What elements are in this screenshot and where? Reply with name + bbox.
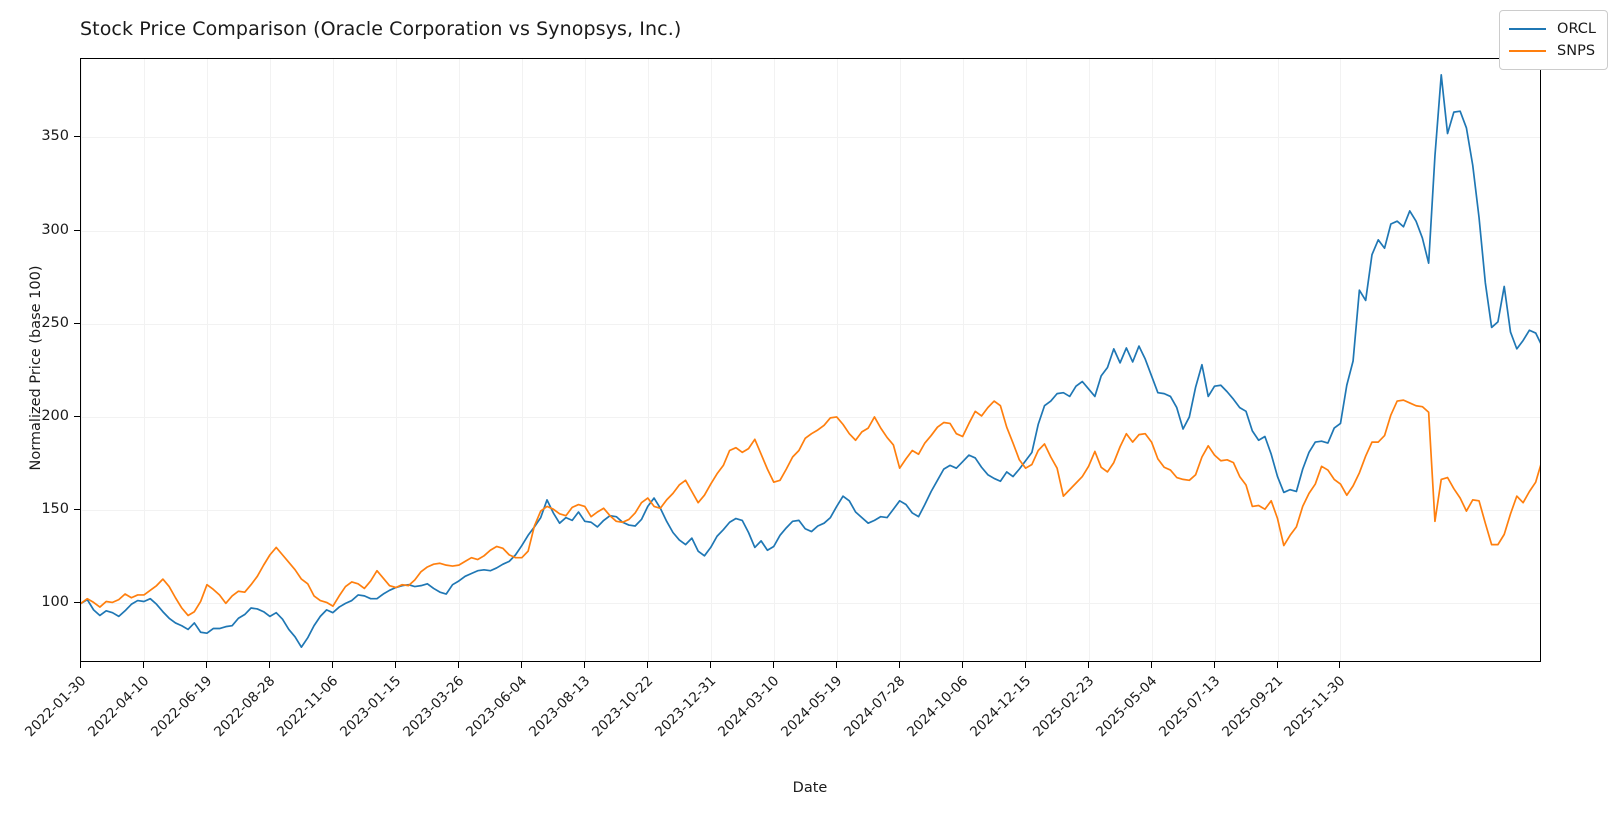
gridline-vertical-9 bbox=[647, 59, 649, 661]
plot-area bbox=[80, 58, 1541, 662]
gridline-horizontal-3 bbox=[81, 323, 1540, 325]
x-tick-mark-14 bbox=[961, 662, 963, 668]
legend: ORCL SNPS bbox=[1499, 10, 1608, 70]
x-tick-mark-2 bbox=[205, 662, 207, 668]
x-tick-mark-20 bbox=[1339, 662, 1341, 668]
x-tick-mark-10 bbox=[709, 662, 711, 668]
gridline-horizontal-5 bbox=[81, 137, 1540, 139]
x-tick-mark-9 bbox=[646, 662, 648, 668]
y-tick-label-350: 350 bbox=[41, 128, 69, 145]
y-tick-label-300: 300 bbox=[41, 221, 69, 238]
x-tick-mark-5 bbox=[394, 662, 396, 668]
gridline-horizontal-4 bbox=[81, 230, 1540, 232]
legend-swatch-snps bbox=[1509, 50, 1547, 52]
gridline-vertical-3 bbox=[269, 59, 271, 661]
gridline-vertical-13 bbox=[899, 59, 901, 661]
y-tick-mark-4 bbox=[74, 229, 80, 231]
legend-item-snps[interactable]: SNPS bbox=[1509, 40, 1596, 62]
y-axis-label: Normalized Price (base 100) bbox=[28, 265, 44, 471]
y-tick-mark-1 bbox=[74, 509, 80, 511]
legend-swatch-orcl bbox=[1509, 28, 1547, 30]
x-tick-mark-0 bbox=[80, 662, 81, 668]
x-tick-mark-4 bbox=[331, 662, 333, 668]
x-tick-mark-11 bbox=[772, 662, 774, 668]
gridline-vertical-19 bbox=[1277, 59, 1279, 661]
gridline-vertical-7 bbox=[521, 59, 523, 661]
x-tick-mark-19 bbox=[1276, 662, 1278, 668]
x-tick-mark-15 bbox=[1024, 662, 1026, 668]
y-tick-label-250: 250 bbox=[41, 314, 69, 331]
gridline-vertical-1 bbox=[143, 59, 145, 661]
gridline-vertical-14 bbox=[962, 59, 964, 661]
gridline-vertical-15 bbox=[1025, 59, 1027, 661]
x-axis-label: Date bbox=[792, 780, 828, 796]
gridline-horizontal-0 bbox=[81, 603, 1540, 605]
page-title: Stock Price Comparison (Oracle Corporati… bbox=[80, 18, 682, 40]
x-tick-mark-1 bbox=[142, 662, 144, 668]
gridline-vertical-16 bbox=[1088, 59, 1090, 661]
gridline-vertical-4 bbox=[332, 59, 334, 661]
gridline-vertical-10 bbox=[710, 59, 712, 661]
x-tick-mark-16 bbox=[1087, 662, 1089, 668]
y-tick-label-150: 150 bbox=[41, 501, 69, 518]
y-tick-mark-5 bbox=[74, 136, 80, 138]
y-tick-mark-3 bbox=[74, 322, 80, 324]
gridline-vertical-8 bbox=[584, 59, 586, 661]
gridline-vertical-17 bbox=[1151, 59, 1153, 661]
gridline-vertical-2 bbox=[206, 59, 208, 661]
legend-label-orcl: ORCL bbox=[1557, 21, 1596, 37]
x-tick-mark-18 bbox=[1213, 662, 1215, 668]
gridline-vertical-11 bbox=[773, 59, 775, 661]
gridline-horizontal-1 bbox=[81, 510, 1540, 512]
gridline-vertical-5 bbox=[395, 59, 397, 661]
plot-inner bbox=[81, 59, 1540, 661]
gridline-vertical-0 bbox=[81, 59, 82, 661]
series-layer bbox=[81, 74, 1540, 649]
legend-label-snps: SNPS bbox=[1557, 43, 1596, 59]
x-tick-mark-6 bbox=[457, 662, 459, 668]
gridline-vertical-18 bbox=[1214, 59, 1216, 661]
legend-item-orcl[interactable]: ORCL bbox=[1509, 18, 1596, 40]
x-tick-mark-3 bbox=[268, 662, 270, 668]
y-tick-mark-0 bbox=[74, 602, 80, 604]
y-tick-label-200: 200 bbox=[41, 407, 69, 424]
x-tick-mark-12 bbox=[835, 662, 837, 668]
y-tick-label-100: 100 bbox=[41, 594, 69, 611]
x-tick-mark-8 bbox=[583, 662, 585, 668]
x-tick-mark-17 bbox=[1150, 662, 1152, 668]
y-tick-mark-2 bbox=[74, 415, 80, 417]
x-tick-mark-13 bbox=[898, 662, 900, 668]
series-line-snps bbox=[81, 399, 1540, 617]
x-tick-mark-7 bbox=[520, 662, 522, 668]
series-line-orcl bbox=[81, 74, 1540, 649]
gridline-vertical-6 bbox=[458, 59, 460, 661]
gridline-horizontal-2 bbox=[81, 416, 1540, 418]
gridline-vertical-12 bbox=[836, 59, 838, 661]
gridline-vertical-20 bbox=[1340, 59, 1342, 661]
